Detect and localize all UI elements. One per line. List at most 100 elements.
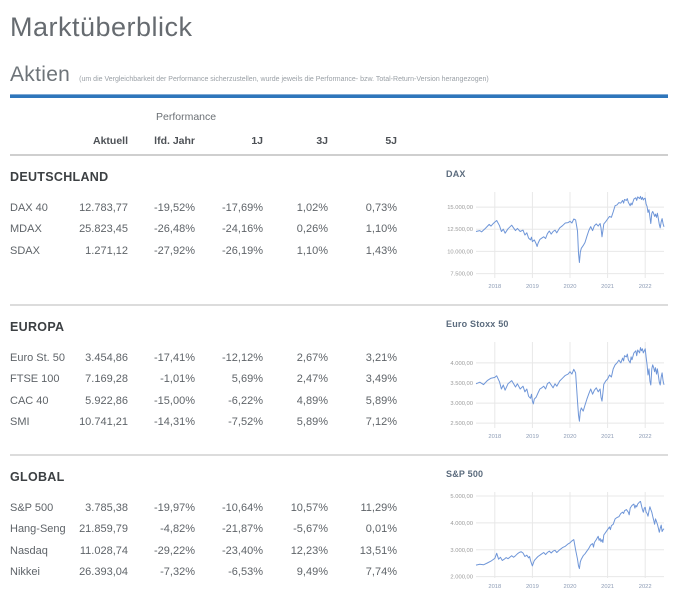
value-cell: -19,52% — [154, 201, 195, 214]
value-cell: -15,00% — [154, 394, 195, 407]
value-cell: 7,74% — [365, 566, 397, 579]
section-name: GLOBAL — [10, 470, 65, 484]
dax-chart-canvas: 2018 2019 2020 2021 2022 7.500,00 10.000,00 12.… — [447, 192, 665, 290]
value-cell: 3,21% — [365, 351, 397, 364]
value-cell: 3.785,38 — [85, 501, 128, 514]
index-label: SDAX — [10, 244, 40, 257]
svg-text:2.500,00: 2.500,00 — [450, 421, 473, 427]
value-cell: -5,67% — [293, 523, 328, 536]
value-cell: 2,47% — [296, 373, 328, 386]
svg-text:2022: 2022 — [639, 584, 652, 590]
table-row: Nikkei 26.393,04 -7,32% -6,53% 9,49% 7,74% — [10, 562, 397, 584]
value-cell: 25.823,45 — [79, 223, 128, 236]
value-cell: 1,02% — [296, 201, 328, 214]
section-table: EUROPA Euro St. 50 3.454,86 -17,41% -12,12% 2… — [10, 318, 420, 444]
section-header: Aktien (um die Vergleichbarkeit der Perf… — [10, 63, 668, 87]
column-header: lfd. Jahr — [154, 135, 195, 147]
value-cell: -6,22% — [228, 394, 263, 407]
index-label: S&P 500 — [10, 501, 54, 514]
value-cell: -6,53% — [228, 566, 263, 579]
page-title: Marktüberblick — [10, 12, 193, 42]
market-section: DEUTSCHLAND DAX 40 12.783,77 -19,52% -17,69%… — [10, 156, 668, 304]
value-cell: 5,69% — [231, 373, 263, 386]
value-cell: -7,52% — [228, 416, 263, 429]
dax-chart: DAX 2018 2019 2020 2021 2022 7.500,00 10.000,00… — [444, 169, 668, 294]
value-cell: -17,41% — [154, 351, 195, 364]
market-section: EUROPA Euro St. 50 3.454,86 -17,41% -12,12% 2… — [10, 306, 668, 454]
svg-text:2.000,00: 2.000,00 — [450, 575, 473, 581]
svg-text:4.000,00: 4.000,00 — [450, 361, 473, 367]
value-cell: 0,26% — [296, 223, 328, 236]
column-header: 1J — [251, 135, 263, 147]
chart-title: Euro Stoxx 50 — [446, 319, 509, 329]
value-cell: 0,73% — [365, 201, 397, 214]
svg-text:2021: 2021 — [601, 434, 614, 440]
index-label: Euro St. 50 — [10, 351, 66, 364]
section-chart: Euro Stoxx 50 2018 2019 2020 2021 2022 2.500,0… — [444, 318, 668, 444]
value-cell: 3,49% — [365, 373, 397, 386]
section-name: EUROPA — [10, 320, 65, 334]
value-cell: -26,48% — [154, 223, 195, 236]
svg-text:2020: 2020 — [564, 284, 577, 290]
eurostoxx-chart: Euro Stoxx 50 2018 2019 2020 2021 2022 2.500,0… — [444, 319, 668, 444]
value-cell: -10,64% — [222, 501, 263, 514]
section-table: DEUTSCHLAND DAX 40 12.783,77 -19,52% -17,69%… — [10, 168, 420, 294]
value-cell: 11,29% — [360, 501, 398, 514]
value-cell: -26,19% — [222, 244, 263, 257]
value-cell: 12,23% — [290, 544, 328, 557]
chart-title: DAX — [446, 169, 466, 179]
value-cell: -27,92% — [154, 244, 195, 257]
value-cell: -7,32% — [160, 566, 195, 579]
svg-text:2022: 2022 — [639, 284, 652, 290]
svg-text:3.000,00: 3.000,00 — [450, 548, 473, 554]
value-cell: -23,40% — [222, 544, 263, 557]
column-header: 5J — [385, 135, 397, 147]
value-cell: 13,51% — [359, 544, 397, 557]
svg-text:5.000,00: 5.000,00 — [450, 494, 473, 500]
value-cell: -24,16% — [222, 223, 263, 236]
sp500-chart: S&P 500 2018 2019 2020 2021 2022 2.000,00 3.000… — [444, 469, 668, 594]
svg-text:3.500,00: 3.500,00 — [450, 381, 473, 387]
index-label: Nasdaq — [10, 544, 48, 557]
table-row: Euro St. 50 3.454,86 -17,41% -12,12% 2,67% 3,… — [10, 347, 397, 369]
value-cell: -14,31% — [154, 416, 195, 429]
svg-text:2018: 2018 — [488, 284, 501, 290]
column-header-spacer — [10, 135, 68, 147]
value-cell: -12,12% — [222, 351, 263, 364]
value-cell: 12.783,77 — [79, 201, 128, 214]
table-row: S&P 500 3.785,38 -19,97% -10,64% 10,57% 11,29… — [10, 497, 397, 519]
value-cell: 1,10% — [296, 244, 328, 257]
svg-text:2021: 2021 — [601, 584, 614, 590]
value-cell: -17,69% — [222, 201, 263, 214]
table-row: SDAX 1.271,12 -27,92% -26,19% 1,10% 1,43% — [10, 240, 397, 262]
header-divider — [10, 154, 668, 156]
accent-divider — [10, 94, 668, 98]
value-cell: 10.741,21 — [79, 416, 128, 429]
value-cell: -29,22% — [154, 544, 195, 557]
value-cell: 1.271,12 — [85, 244, 128, 257]
svg-text:2021: 2021 — [601, 284, 614, 290]
svg-text:2020: 2020 — [564, 434, 577, 440]
market-sections: DEUTSCHLAND DAX 40 12.783,77 -19,52% -17,69%… — [10, 156, 668, 604]
table-row: MDAX 25.823,45 -26,48% -24,16% 0,26% 1,10% — [10, 219, 397, 241]
table-row: SMI 10.741,21 -14,31% -7,52% 5,89% 7,12% — [10, 412, 397, 434]
value-cell: 21.859,79 — [79, 523, 128, 536]
svg-text:2022: 2022 — [639, 434, 652, 440]
section-table: GLOBAL S&P 500 3.785,38 -19,97% -10,64% 10,57… — [10, 468, 420, 594]
svg-text:2019: 2019 — [526, 434, 539, 440]
table-row: CAC 40 5.922,86 -15,00% -6,22% 4,89% 5,89% — [10, 390, 397, 412]
column-group-performance: Performance — [156, 111, 217, 123]
value-cell: 9,49% — [296, 566, 328, 579]
value-cell: -19,97% — [154, 501, 195, 514]
eurostoxx-chart-canvas: 2018 2019 2020 2021 2022 2.500,00 3.000,00 3.50… — [450, 342, 665, 440]
value-cell: 1,10% — [365, 223, 397, 236]
svg-text:2018: 2018 — [488, 584, 501, 590]
svg-text:7.500,00: 7.500,00 — [450, 272, 473, 278]
section-note: (um die Vergleichbarkeit der Performance… — [79, 76, 489, 83]
table-header: Performance Aktuell lfd. Jahr 1J 3J 5J — [10, 107, 668, 149]
value-cell: -21,87% — [222, 523, 263, 536]
market-section: GLOBAL S&P 500 3.785,38 -19,97% -10,64% 10,57… — [10, 456, 668, 604]
section-name: DEUTSCHLAND — [10, 170, 109, 184]
svg-text:2020: 2020 — [564, 584, 577, 590]
